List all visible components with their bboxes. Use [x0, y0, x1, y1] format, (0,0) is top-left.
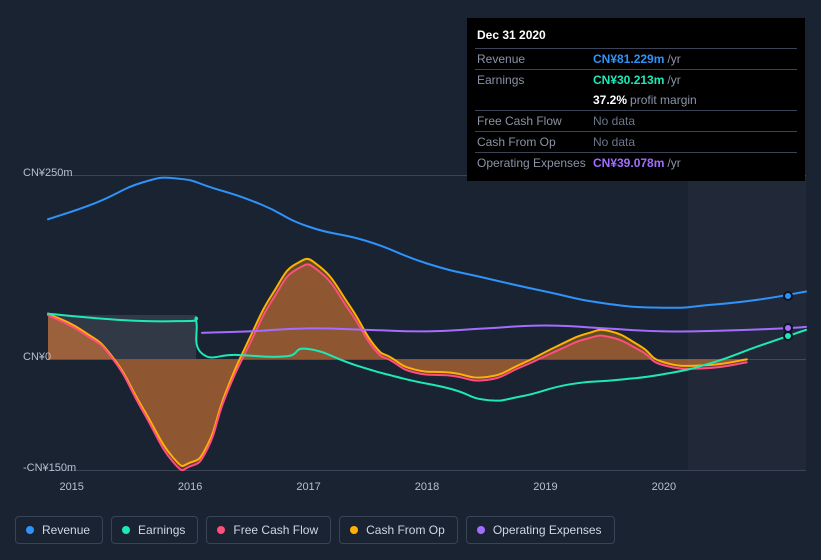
- y-axis-label: CN¥250m: [23, 167, 73, 179]
- series-end-marker: [783, 291, 793, 301]
- tooltip-row-value: No data: [593, 135, 795, 149]
- gridline: [48, 470, 806, 471]
- financial-chart: 2015 2016 2017 2018 2019 2020 CN¥250m CN¥0 -CN¥…: [15, 155, 806, 510]
- tooltip-row-value: CN¥30.213m/yr: [593, 73, 795, 87]
- tooltip-row-value: 37.2%profit margin: [593, 93, 795, 107]
- legend-item-label: Revenue: [42, 523, 90, 537]
- tooltip-row: 37.2%profit margin: [475, 90, 797, 110]
- tooltip-row-label: Free Cash Flow: [477, 114, 593, 128]
- legend-item-opex[interactable]: Operating Expenses: [466, 516, 615, 544]
- legend-item-earnings[interactable]: Earnings: [111, 516, 198, 544]
- tooltip-row: Cash From OpNo data: [475, 131, 797, 152]
- tooltip-row-value: CN¥39.078m/yr: [593, 156, 795, 170]
- legend-dot-icon: [26, 526, 34, 534]
- legend-dot-icon: [477, 526, 485, 534]
- tooltip-row-label: Cash From Op: [477, 135, 593, 149]
- tooltip-row-value: No data: [593, 114, 795, 128]
- legend-item-fcf[interactable]: Free Cash Flow: [206, 516, 331, 544]
- x-axis-label: 2015: [59, 481, 83, 493]
- y-axis-label: -CN¥150m: [23, 462, 76, 474]
- legend-item-label: Earnings: [138, 523, 185, 537]
- x-axis-label: 2020: [652, 481, 676, 493]
- legend-item-revenue[interactable]: Revenue: [15, 516, 103, 544]
- x-axis-label: 2018: [415, 481, 439, 493]
- tooltip-row-label: [477, 93, 593, 107]
- legend-item-cfo[interactable]: Cash From Op: [339, 516, 458, 544]
- tooltip-row-label: Operating Expenses: [477, 156, 593, 170]
- tooltip-row: RevenueCN¥81.229m/yr: [475, 48, 797, 69]
- data-tooltip: Dec 31 2020 RevenueCN¥81.229m/yrEarnings…: [467, 18, 805, 181]
- series-end-marker: [783, 323, 793, 333]
- tooltip-row-label: Revenue: [477, 52, 593, 66]
- legend-dot-icon: [217, 526, 225, 534]
- plot-area: [48, 175, 806, 470]
- tooltip-row-value: CN¥81.229m/yr: [593, 52, 795, 66]
- legend-item-label: Free Cash Flow: [233, 523, 318, 537]
- legend-item-label: Operating Expenses: [493, 523, 602, 537]
- legend-item-label: Cash From Op: [366, 523, 445, 537]
- y-axis-label: CN¥0: [23, 351, 51, 363]
- tooltip-row-label: Earnings: [477, 73, 593, 87]
- x-axis-label: 2016: [178, 481, 202, 493]
- tooltip-date: Dec 31 2020: [475, 24, 797, 48]
- legend-dot-icon: [350, 526, 358, 534]
- tooltip-row: EarningsCN¥30.213m/yr: [475, 69, 797, 90]
- legend-dot-icon: [122, 526, 130, 534]
- tooltip-row: Free Cash FlowNo data: [475, 110, 797, 131]
- x-axis-label: 2017: [296, 481, 320, 493]
- tooltip-row: Operating ExpensesCN¥39.078m/yr: [475, 152, 797, 173]
- x-axis-label: 2019: [533, 481, 557, 493]
- legend: Revenue Earnings Free Cash Flow Cash From O…: [15, 516, 615, 544]
